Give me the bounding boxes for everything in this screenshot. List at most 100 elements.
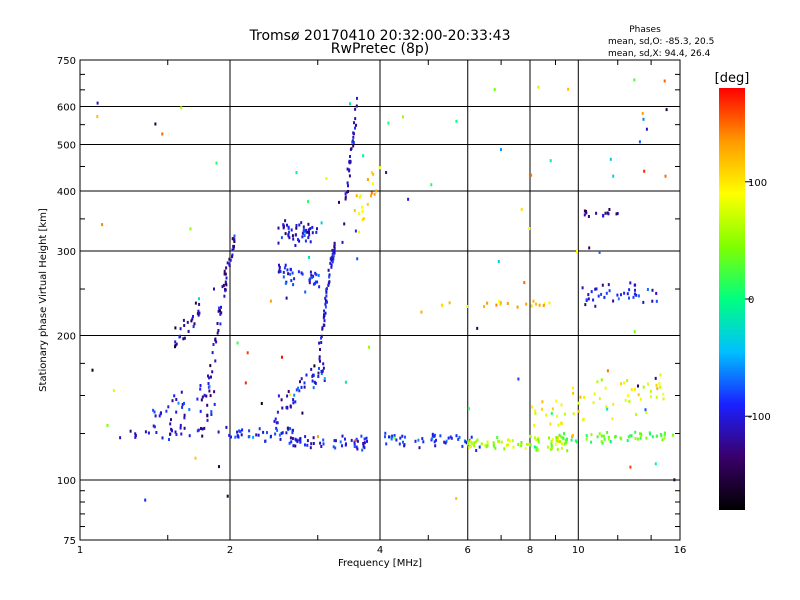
- data-point: [358, 212, 361, 216]
- data-point: [355, 104, 358, 108]
- data-point: [301, 411, 304, 415]
- data-point: [600, 378, 603, 382]
- data-point: [655, 291, 658, 295]
- data-point: [199, 384, 202, 387]
- data-point: [594, 287, 597, 291]
- data-point: [234, 435, 237, 439]
- data-point: [587, 297, 590, 301]
- data-point: [298, 239, 301, 243]
- data-point: [287, 233, 290, 237]
- data-point: [353, 121, 355, 125]
- data-point: [323, 379, 326, 382]
- data-point: [403, 444, 406, 448]
- data-point: [330, 265, 333, 269]
- data-point: [439, 434, 442, 438]
- data-point: [352, 132, 355, 136]
- data-point: [639, 397, 642, 401]
- data-point: [278, 433, 281, 437]
- data-point: [359, 194, 362, 198]
- data-point: [608, 208, 611, 211]
- data-point: [276, 428, 279, 432]
- data-point: [635, 413, 638, 416]
- data-point: [607, 435, 610, 439]
- data-point: [388, 435, 390, 439]
- data-point: [585, 437, 588, 441]
- data-point: [557, 439, 560, 443]
- data-point: [207, 374, 209, 378]
- data-point: [183, 401, 185, 405]
- data-point: [284, 219, 287, 223]
- data-point: [286, 405, 289, 409]
- data-point: [322, 323, 325, 327]
- data-point: [174, 340, 177, 344]
- data-point: [292, 428, 294, 432]
- data-point: [550, 440, 553, 443]
- data-point: [300, 221, 303, 225]
- data-point: [497, 260, 500, 263]
- data-point: [499, 301, 502, 305]
- data-point: [444, 441, 447, 445]
- data-point: [291, 271, 294, 275]
- data-point: [334, 446, 337, 450]
- data-point: [201, 434, 204, 438]
- data-point: [536, 448, 539, 452]
- data-point: [529, 434, 532, 438]
- data-point: [560, 422, 563, 425]
- data-point: [556, 414, 559, 418]
- data-point: [354, 117, 357, 121]
- data-point: [318, 285, 321, 289]
- data-point: [500, 148, 502, 152]
- data-point: [496, 436, 499, 439]
- data-point: [239, 430, 242, 433]
- data-point: [328, 280, 331, 284]
- data-point: [293, 393, 296, 397]
- data-point: [332, 257, 335, 261]
- colorbar-tick-label: -100: [748, 412, 771, 423]
- data-point: [440, 303, 443, 307]
- data-point: [465, 441, 468, 445]
- data-point: [248, 429, 251, 433]
- data-point: [583, 213, 586, 217]
- data-point: [606, 369, 609, 373]
- data-point: [224, 280, 227, 284]
- data-point: [106, 424, 109, 427]
- data-point: [286, 394, 289, 398]
- data-point: [180, 432, 183, 436]
- data-point: [608, 437, 610, 441]
- data-point: [194, 301, 197, 305]
- data-point: [645, 127, 648, 131]
- colorbar-gradient: [719, 88, 745, 510]
- data-point: [183, 426, 186, 430]
- data-point: [307, 236, 310, 240]
- data-point: [524, 447, 527, 450]
- data-point: [284, 263, 287, 267]
- data-point: [286, 268, 289, 272]
- data-point: [178, 335, 181, 339]
- data-point: [206, 403, 209, 407]
- data-point: [299, 380, 301, 384]
- data-point: [517, 443, 520, 446]
- data-point: [292, 444, 295, 448]
- x-tick-label: 4: [377, 545, 383, 556]
- data-point: [361, 209, 364, 213]
- data-point: [635, 293, 638, 297]
- data-point: [274, 432, 277, 436]
- data-point: [467, 440, 470, 444]
- data-point: [550, 444, 553, 448]
- stats-heading: Phases: [629, 25, 661, 35]
- plot-area: 1 2 4 6 8 10 16 75 100 200 300 400 500 600 750: [57, 56, 686, 556]
- data-point: [550, 411, 553, 415]
- data-point: [312, 373, 315, 377]
- data-point: [646, 288, 649, 291]
- data-point: [637, 393, 640, 397]
- data-point: [543, 302, 546, 306]
- data-point: [626, 439, 629, 443]
- data-point: [512, 445, 515, 449]
- data-point: [320, 372, 323, 376]
- data-point: [282, 223, 285, 227]
- data-point: [587, 293, 590, 297]
- data-point: [309, 240, 312, 244]
- colorbar-tick-label: 0: [748, 295, 754, 306]
- data-point: [277, 270, 280, 274]
- data-point: [486, 301, 489, 305]
